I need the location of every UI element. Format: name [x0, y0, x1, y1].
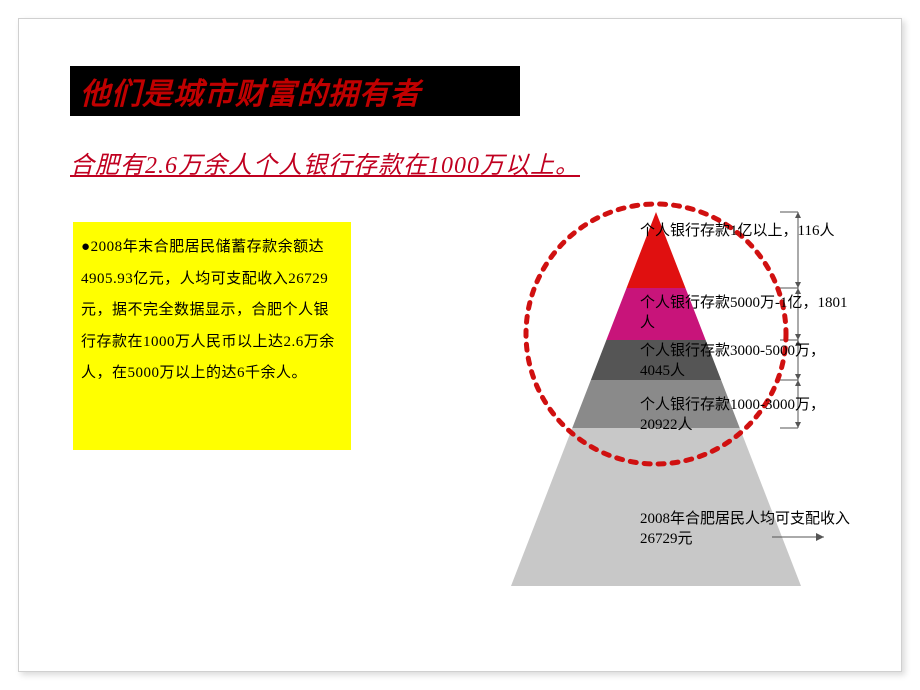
- info-bullet: ●: [81, 239, 91, 255]
- slide-title-text: 他们是城市财富的拥有者: [80, 69, 421, 113]
- pyramid-segment-4: [511, 428, 801, 586]
- slide-title: 他们是城市财富的拥有者: [70, 66, 520, 116]
- slide-subtitle-text: 合肥有2.6万余人个人银行存款在1000万以上。: [70, 153, 580, 179]
- info-box: ●2008年末合肥居民储蓄存款余额达4905.93亿元，人均可支配收入26729…: [73, 222, 351, 450]
- pyramid-label-4: 2008年合肥居民人均可支配收入26729元: [640, 510, 850, 549]
- pyramid-label-0: 个人银行存款1亿以上，116人: [640, 222, 850, 242]
- pyramid-label-2: 个人银行存款3000-5000万，4045人: [640, 342, 850, 381]
- info-text: 2008年末合肥居民储蓄存款余额达4905.93亿元，人均可支配收入26729元…: [81, 239, 335, 381]
- pyramid-label-3: 个人银行存款1000-3000万，20922人: [640, 396, 850, 435]
- pyramid-label-1: 个人银行存款5000万-1亿，1801人: [640, 294, 850, 333]
- slide-subtitle: 合肥有2.6万余人个人银行存款在1000万以上。: [70, 145, 580, 180]
